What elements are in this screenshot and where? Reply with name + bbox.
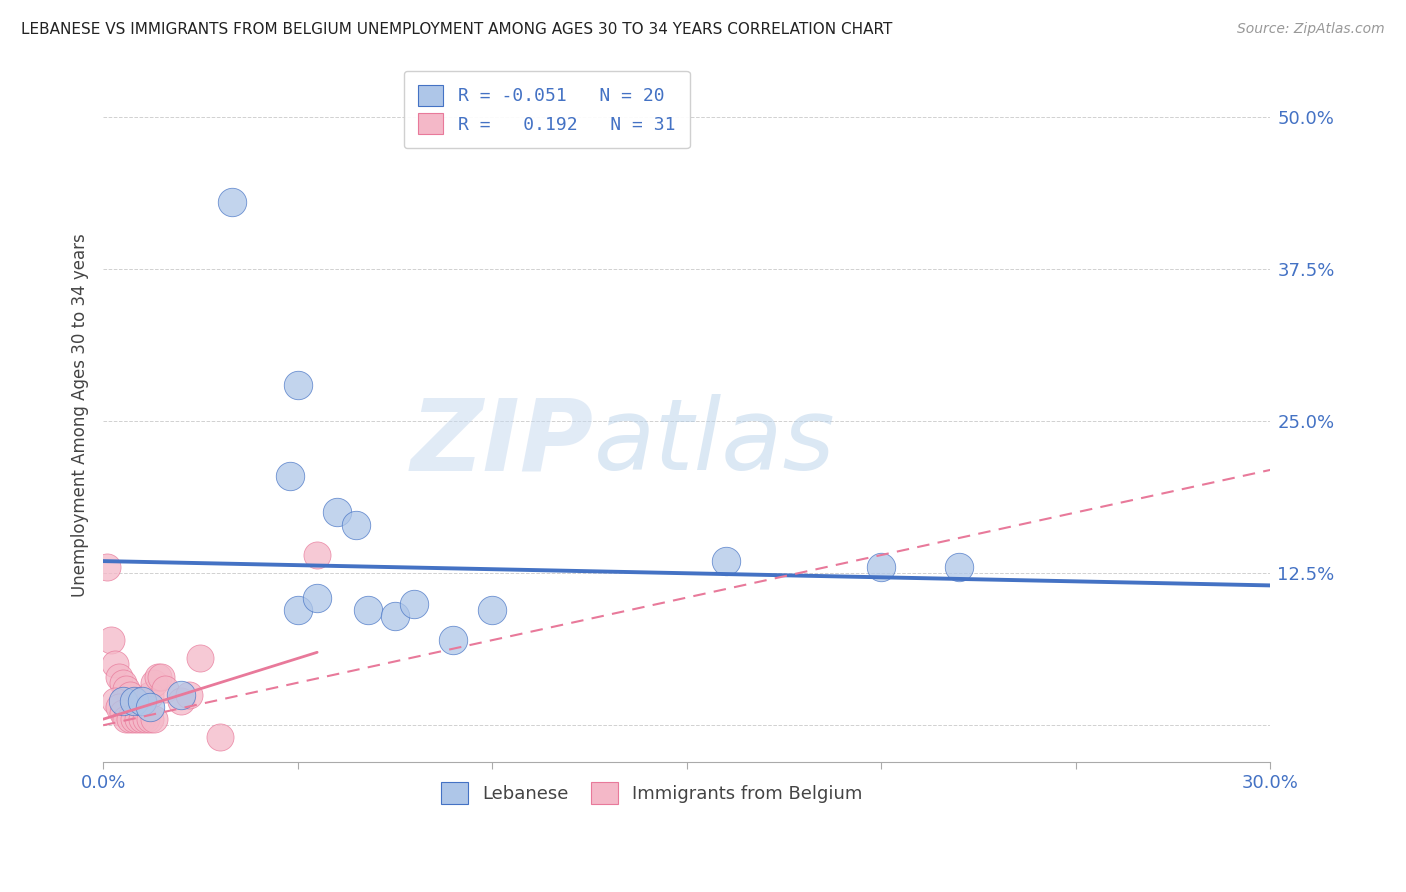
- Point: [120, 712, 142, 726]
- Point: [287, 377, 309, 392]
- Point: [307, 591, 329, 605]
- Point: [96, 560, 118, 574]
- Point: [357, 603, 380, 617]
- Point: [190, 651, 212, 665]
- Legend: Lebanese, Immigrants from Belgium: Lebanese, Immigrants from Belgium: [430, 772, 873, 815]
- Point: [139, 688, 162, 702]
- Point: [150, 670, 173, 684]
- Text: LEBANESE VS IMMIGRANTS FROM BELGIUM UNEMPLOYMENT AMONG AGES 30 TO 34 YEARS CORRE: LEBANESE VS IMMIGRANTS FROM BELGIUM UNEM…: [21, 22, 893, 37]
- Point: [170, 694, 193, 708]
- Point: [115, 712, 138, 726]
- Point: [287, 603, 309, 617]
- Point: [870, 560, 893, 574]
- Point: [404, 597, 426, 611]
- Point: [104, 657, 127, 672]
- Point: [115, 681, 138, 696]
- Point: [111, 694, 134, 708]
- Text: ZIP: ZIP: [411, 394, 593, 491]
- Point: [384, 608, 406, 623]
- Point: [278, 469, 301, 483]
- Point: [104, 694, 127, 708]
- Point: [307, 548, 329, 562]
- Point: [441, 633, 464, 648]
- Point: [481, 603, 503, 617]
- Point: [127, 712, 149, 726]
- Point: [131, 694, 153, 708]
- Point: [122, 694, 145, 708]
- Point: [100, 633, 122, 648]
- Text: Source: ZipAtlas.com: Source: ZipAtlas.com: [1237, 22, 1385, 37]
- Point: [142, 675, 165, 690]
- Point: [155, 681, 177, 696]
- Text: atlas: atlas: [593, 394, 835, 491]
- Point: [177, 688, 200, 702]
- Point: [111, 706, 134, 720]
- Point: [221, 195, 243, 210]
- Point: [120, 688, 142, 702]
- Point: [139, 712, 162, 726]
- Y-axis label: Unemployment Among Ages 30 to 34 years: Unemployment Among Ages 30 to 34 years: [72, 234, 89, 597]
- Point: [122, 694, 145, 708]
- Point: [111, 675, 134, 690]
- Point: [107, 700, 129, 714]
- Point: [142, 712, 165, 726]
- Point: [135, 712, 157, 726]
- Point: [146, 670, 169, 684]
- Point: [107, 670, 129, 684]
- Point: [948, 560, 970, 574]
- Point: [714, 554, 737, 568]
- Point: [325, 505, 347, 519]
- Point: [139, 700, 162, 714]
- Point: [131, 694, 153, 708]
- Point: [170, 688, 193, 702]
- Point: [344, 517, 367, 532]
- Point: [208, 731, 231, 745]
- Point: [131, 712, 153, 726]
- Point: [122, 712, 145, 726]
- Point: [127, 694, 149, 708]
